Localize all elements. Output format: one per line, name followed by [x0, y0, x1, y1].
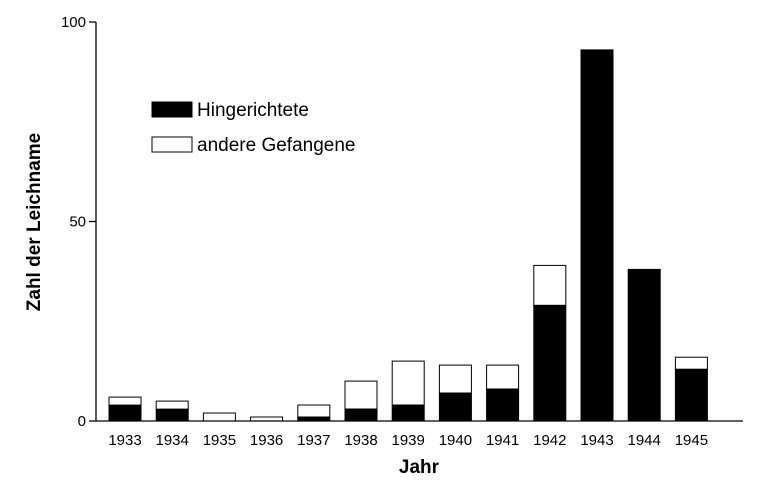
x-tick-label: 1941 — [486, 432, 519, 449]
y-tick-label: 0 — [78, 413, 86, 430]
x-tick-label: 1936 — [250, 432, 283, 449]
x-tick-label: 1940 — [439, 432, 472, 449]
bar-1937-andere-gefangene — [297, 404, 331, 418]
bar-1943-hingerichtete — [580, 49, 614, 422]
bar-1933-hingerichtete — [108, 404, 142, 422]
x-tick-label: 1945 — [675, 432, 708, 449]
y-tick-label: 100 — [61, 14, 86, 31]
bar-1942-hingerichtete — [533, 304, 567, 422]
bar-1942-andere-gefangene — [533, 264, 567, 306]
y-tick-label: 50 — [69, 214, 86, 231]
x-ticks: 1933 1934 1935 1936 1937 1938 1939 1940 1941 1942… — [108, 432, 708, 449]
y-axis-title: Zahl der Leichname — [24, 133, 45, 311]
bar-1941-andere-gefangene — [486, 364, 520, 390]
bar-1939-hingerichtete — [391, 404, 425, 422]
x-tick-label: 1942 — [533, 432, 566, 449]
x-tick-label: 1938 — [344, 432, 377, 449]
bar-1938-hingerichtete — [344, 408, 378, 422]
legend-swatch-hingerichtete — [151, 101, 193, 118]
bars — [108, 49, 708, 422]
x-tick-label: 1934 — [156, 432, 189, 449]
legend-label-hingerichtete: Hingerichtete — [197, 100, 309, 121]
bar-1935-andere-gefangene — [202, 412, 236, 422]
legend-item-andere-gefangene: andere Gefangene — [151, 135, 355, 156]
x-tick-label: 1937 — [297, 432, 330, 449]
bar-1934-andere-gefangene — [155, 400, 189, 410]
bar-1940-andere-gefangene — [438, 364, 472, 394]
x-tick-label: 1943 — [580, 432, 613, 449]
y-ticks: 0 50 100 — [61, 14, 96, 430]
x-axis-title: Jahr — [399, 457, 440, 478]
x-tick-label: 1933 — [108, 432, 141, 449]
bar-1933-andere-gefangene — [108, 396, 142, 406]
legend-item-hingerichtete: Hingerichtete — [151, 100, 309, 121]
bar-1939-andere-gefangene — [391, 360, 425, 406]
legend: Hingerichtete andere Gefangene — [151, 100, 355, 156]
x-tick-label: 1939 — [392, 432, 425, 449]
bar-1941-hingerichtete — [486, 388, 520, 422]
bar-1940-hingerichtete — [438, 392, 472, 422]
bar-1938-andere-gefangene — [344, 380, 378, 410]
bar-1944-hingerichtete — [627, 268, 661, 422]
bar-1945-andere-gefangene — [674, 356, 708, 370]
bar-1945-hingerichtete — [674, 368, 708, 422]
bar-1934-hingerichtete — [155, 408, 189, 422]
x-tick-label: 1944 — [628, 432, 661, 449]
legend-swatch-andere-gefangene — [151, 136, 193, 153]
legend-label-andere-gefangene: andere Gefangene — [197, 135, 355, 156]
x-tick-label: 1935 — [203, 432, 236, 449]
